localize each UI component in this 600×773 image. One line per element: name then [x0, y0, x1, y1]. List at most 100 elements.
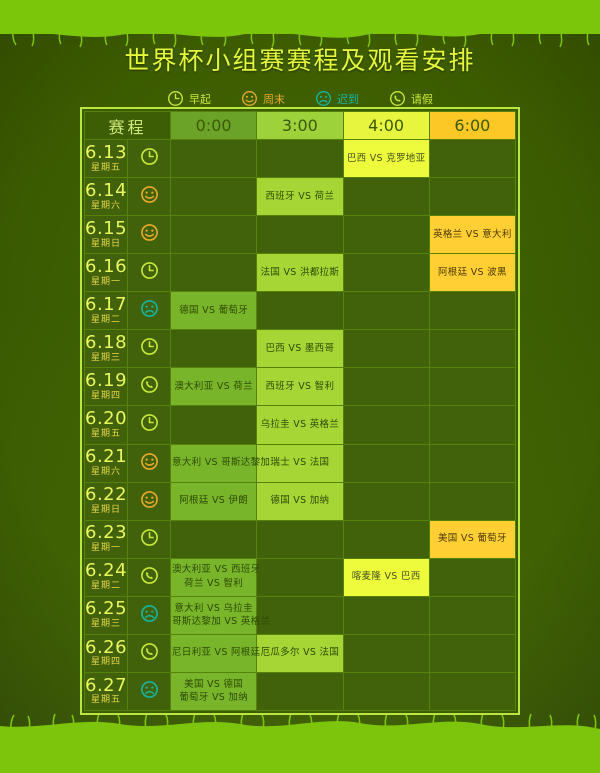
match-cell[interactable]: 阿根廷 VS 波黑 — [428, 253, 517, 293]
empty-cell — [428, 177, 517, 217]
empty-cell — [256, 519, 344, 559]
sad-face-icon — [315, 90, 332, 107]
row-weekday: 星期五 — [90, 162, 121, 173]
empty-cell — [428, 138, 517, 179]
match-cell[interactable]: 喀麦隆 VS 巴西 — [342, 557, 430, 597]
row-status-cell — [127, 557, 171, 597]
row-weekday: 星期六 — [90, 467, 121, 478]
row-status-cell — [127, 329, 171, 369]
empty-cell — [428, 633, 517, 673]
table-row: 6.23 星期一 美国 VS 葡萄牙 — [84, 519, 517, 559]
header: 世界杯小组赛赛程及观看安排 早起 周末 迟到 — [0, 32, 600, 107]
empty-cell — [342, 291, 430, 331]
match-cell[interactable]: 阿根廷 VS 伊朗 — [169, 481, 258, 521]
row-date: 6.23 — [85, 522, 128, 544]
legend-item-late: 迟到 — [315, 90, 359, 107]
empty-cell — [256, 671, 344, 712]
match-label: 澳大利亚 VS 西班牙 荷兰 VS 智利 — [172, 564, 261, 590]
match-cell[interactable]: 德国 VS 葡萄牙 — [169, 291, 258, 331]
header-cell-time-0[interactable]: 0:00 — [169, 111, 258, 140]
header-cell-time-1[interactable]: 3:00 — [256, 111, 344, 140]
match-cell[interactable]: 英格兰 VS 意大利 — [428, 215, 517, 255]
row-status-cell — [127, 405, 171, 445]
table-row: 6.25 星期三 意大利 VS 乌拉圭 哥斯达黎加 VS 英格兰 — [84, 595, 517, 635]
table-header: 赛程 0:00 3:00 4:00 6:00 — [84, 111, 517, 140]
phone-icon — [140, 642, 159, 665]
table-row: 6.22 星期日 阿根廷 VS 伊朗 德国 VS 加纳 — [84, 481, 517, 521]
match-label: 喀麦隆 VS 巴西 — [351, 571, 421, 583]
row-date: 6.27 — [85, 674, 128, 696]
empty-cell — [428, 557, 517, 597]
match-cell[interactable]: 澳大利亚 VS 荷兰 — [169, 367, 258, 407]
row-weekday: 星期五 — [90, 429, 121, 440]
row-weekday: 星期日 — [90, 505, 121, 516]
table-row: 6.13 星期五 巴西 VS 克罗地亚 — [84, 138, 517, 179]
row-date: 6.13 — [85, 141, 128, 163]
row-date-cell: 6.23 星期一 — [84, 519, 128, 559]
empty-cell — [342, 671, 430, 712]
match-label: 厄瓜多尔 VS 法国 — [260, 647, 340, 659]
clock-icon — [140, 338, 159, 360]
clock-icon — [140, 528, 159, 551]
match-label: 瑞士 VS 法国 — [270, 457, 330, 469]
match-cell[interactable]: 西班牙 VS 荷兰 — [256, 177, 344, 217]
match-cell[interactable]: 西班牙 VS 智利 — [256, 367, 344, 407]
legend-label-weekend: 周末 — [263, 92, 285, 106]
row-date: 6.21 — [85, 446, 128, 468]
legend: 早起 周末 迟到 请假 — [0, 90, 600, 107]
match-cell[interactable]: 意大利 VS 哥斯达黎加 — [169, 443, 271, 483]
schedule-table-container: 赛程 0:00 3:00 4:00 6:00 6.13 星期五 巴西 VS 克罗地亚… — [80, 107, 520, 715]
match-cell[interactable]: 澳大利亚 VS 西班牙 荷兰 VS 智利 — [169, 557, 261, 597]
match-label: 意大利 VS 哥斯达黎加 — [172, 457, 271, 469]
empty-cell — [428, 671, 517, 712]
table-row: 6.14 星期六 西班牙 VS 荷兰 — [84, 177, 517, 217]
phone-icon — [140, 566, 159, 589]
table-header-row: 赛程 0:00 3:00 4:00 6:00 — [84, 111, 517, 140]
row-status-cell — [127, 633, 171, 673]
match-cell[interactable]: 巴西 VS 墨西哥 — [256, 329, 344, 369]
match-cell[interactable]: 厄瓜多尔 VS 法国 — [256, 633, 344, 673]
empty-cell — [169, 138, 258, 179]
match-cell[interactable]: 乌拉圭 VS 英格兰 — [256, 405, 344, 445]
match-label: 意大利 VS 乌拉圭 哥斯达黎加 VS 英格兰 — [172, 602, 271, 628]
match-label: 阿根廷 VS 波黑 — [437, 266, 507, 278]
header-cell-time-3[interactable]: 6:00 — [428, 111, 517, 140]
smiley-icon — [241, 90, 258, 107]
empty-cell — [428, 367, 517, 407]
empty-cell — [342, 595, 430, 635]
empty-cell — [342, 329, 430, 369]
match-cell[interactable]: 德国 VS 加纳 — [256, 481, 344, 521]
row-date: 6.22 — [85, 484, 128, 506]
row-status-cell — [127, 443, 171, 483]
row-date: 6.15 — [85, 217, 128, 239]
empty-cell — [342, 405, 430, 445]
row-status-cell — [127, 215, 171, 255]
empty-cell — [428, 291, 517, 331]
match-cell[interactable]: 法国 VS 洪都拉斯 — [256, 253, 344, 293]
match-cell[interactable]: 瑞士 VS 法国 — [256, 443, 344, 483]
match-cell[interactable]: 意大利 VS 乌拉圭 哥斯达黎加 VS 英格兰 — [169, 595, 271, 635]
row-status-cell — [127, 253, 171, 293]
row-date: 6.25 — [85, 598, 128, 620]
row-date: 6.26 — [85, 636, 128, 658]
match-cell[interactable]: 尼日利亚 VS 阿根廷 — [169, 633, 260, 673]
table-row: 6.20 星期五 乌拉圭 VS 英格兰 — [84, 405, 517, 445]
schedule-table: 赛程 0:00 3:00 4:00 6:00 6.13 星期五 巴西 VS 克罗地亚… — [84, 111, 517, 712]
row-date-cell: 6.14 星期六 — [84, 177, 128, 217]
table-row: 6.15 星期日 英格兰 VS 意大利 — [84, 215, 517, 255]
row-date-cell: 6.27 星期五 — [84, 671, 128, 712]
match-label: 德国 VS 葡萄牙 — [179, 304, 249, 316]
empty-cell — [169, 215, 258, 255]
empty-cell — [256, 291, 344, 331]
clock-icon — [140, 148, 159, 170]
empty-cell — [169, 519, 258, 559]
match-cell[interactable]: 巴西 VS 克罗地亚 — [342, 138, 430, 179]
match-cell[interactable]: 美国 VS 葡萄牙 — [428, 519, 517, 559]
row-date: 6.14 — [85, 179, 128, 201]
match-label: 阿根廷 VS 伊朗 — [179, 495, 249, 507]
empty-cell — [342, 215, 430, 255]
header-cell-time-2[interactable]: 4:00 — [342, 111, 430, 140]
row-weekday: 星期五 — [90, 695, 121, 706]
match-cell[interactable]: 美国 VS 德国 葡萄牙 VS 加纳 — [169, 671, 258, 712]
row-date: 6.16 — [85, 255, 128, 277]
